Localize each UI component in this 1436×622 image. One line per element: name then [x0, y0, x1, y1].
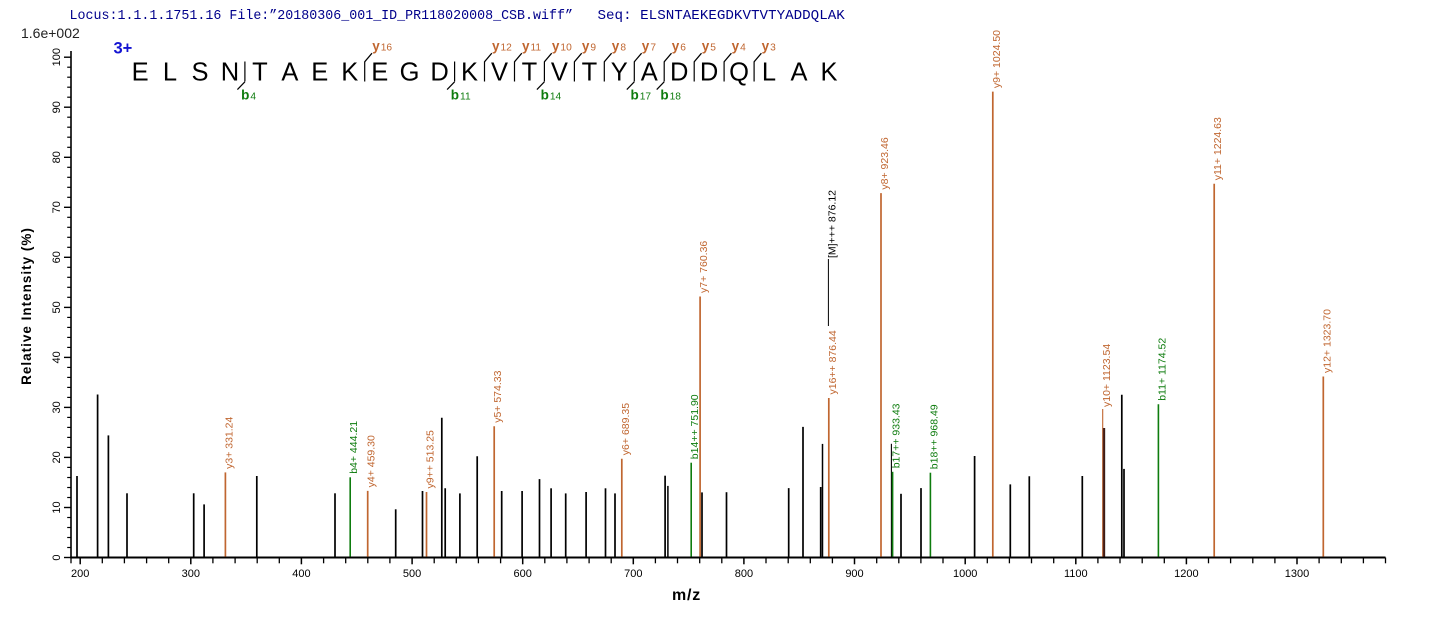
svg-text:A: A: [641, 59, 658, 87]
svg-text:100: 100: [51, 48, 63, 66]
svg-text:0: 0: [51, 554, 63, 560]
svg-text:N: N: [221, 59, 239, 87]
svg-text:T: T: [582, 59, 598, 87]
svg-text:1000: 1000: [953, 568, 977, 580]
svg-text:b17: b17: [631, 87, 652, 102]
svg-text:y3: y3: [762, 39, 777, 54]
svg-text:b18++ 968.49: b18++ 968.49: [928, 404, 940, 469]
svg-text:E: E: [132, 59, 149, 87]
svg-text:b14: b14: [541, 87, 562, 102]
svg-text:y12: y12: [492, 39, 512, 54]
svg-text:y11+ 1224.63: y11+ 1224.63: [1212, 117, 1224, 180]
svg-text:20: 20: [51, 451, 63, 463]
svg-text:600: 600: [514, 568, 532, 580]
svg-text:60: 60: [51, 251, 63, 263]
svg-text:70: 70: [51, 201, 63, 213]
svg-text:y11: y11: [522, 39, 541, 54]
svg-text:b4: b4: [241, 87, 256, 102]
svg-text:y6+ 689.35: y6+ 689.35: [620, 403, 632, 455]
svg-text:300: 300: [182, 568, 200, 580]
svg-text:Q: Q: [729, 59, 749, 87]
svg-text:30: 30: [51, 401, 63, 413]
svg-text:y9+ 1024.50: y9+ 1024.50: [991, 30, 1003, 88]
svg-text:G: G: [400, 59, 420, 87]
svg-text:y6: y6: [672, 39, 687, 54]
svg-text:3+: 3+: [114, 40, 133, 58]
svg-text:b17++ 933.43: b17++ 933.43: [891, 403, 903, 468]
svg-text:b11+ 1174.52: b11+ 1174.52: [1156, 338, 1168, 401]
svg-text:y10: y10: [552, 39, 572, 54]
svg-text:900: 900: [845, 568, 863, 580]
svg-text:m/z: m/z: [672, 587, 701, 604]
svg-text:D: D: [430, 59, 448, 87]
svg-text:y4: y4: [732, 39, 747, 54]
svg-text:y3+ 331.24: y3+ 331.24: [223, 416, 235, 468]
svg-text:700: 700: [624, 568, 642, 580]
svg-text:T: T: [252, 59, 268, 87]
svg-text:S: S: [191, 59, 208, 87]
svg-text:y10+ 1123.54: y10+ 1123.54: [1101, 344, 1113, 407]
svg-text:1.6e+002: 1.6e+002: [21, 25, 80, 41]
svg-text:b11: b11: [451, 87, 471, 102]
svg-text:40: 40: [51, 351, 63, 363]
svg-text:y16++ 876.44: y16++ 876.44: [827, 330, 839, 394]
svg-text:500: 500: [403, 568, 421, 580]
svg-text:y9: y9: [582, 39, 597, 54]
svg-text:200: 200: [71, 568, 89, 580]
svg-text:y4+ 459.30: y4+ 459.30: [366, 435, 378, 487]
svg-text:y8+ 923.46: y8+ 923.46: [879, 137, 891, 189]
svg-text:[M]+++ 876.12: [M]+++ 876.12: [826, 190, 838, 258]
svg-text:1300: 1300: [1285, 568, 1309, 580]
svg-text:K: K: [341, 59, 358, 87]
svg-text:90: 90: [51, 101, 63, 113]
svg-text:400: 400: [292, 568, 310, 580]
svg-text:y7: y7: [642, 39, 657, 54]
svg-text:b14++ 751.90: b14++ 751.90: [689, 394, 701, 459]
svg-text:V: V: [551, 59, 568, 87]
svg-text:A: A: [281, 59, 298, 87]
svg-text:y7+ 760.36: y7+ 760.36: [698, 241, 710, 293]
svg-text:L: L: [762, 59, 776, 87]
svg-text:10: 10: [51, 501, 63, 513]
svg-text:E: E: [371, 59, 388, 87]
svg-text:b4+ 444.21: b4+ 444.21: [348, 421, 360, 474]
svg-text:1100: 1100: [1064, 568, 1088, 580]
svg-text:800: 800: [735, 568, 753, 580]
svg-text:80: 80: [51, 151, 63, 163]
svg-text:1200: 1200: [1174, 568, 1198, 580]
svg-text:y5: y5: [702, 39, 717, 54]
svg-text:y8: y8: [612, 39, 627, 54]
svg-text:L: L: [163, 59, 177, 87]
svg-text:Relative Intensity (%): Relative Intensity (%): [19, 227, 34, 385]
svg-text:D: D: [670, 59, 688, 87]
svg-text:y16: y16: [372, 39, 392, 54]
svg-text:K: K: [461, 59, 478, 87]
svg-text:K: K: [820, 59, 837, 87]
svg-text:y12+ 1323.70: y12+ 1323.70: [1321, 309, 1333, 373]
svg-text:Locus:1.1.1.1751.16 File:”2018: Locus:1.1.1.1751.16 File:”20180306_001_I…: [70, 9, 574, 24]
svg-text:y9++ 513.25: y9++ 513.25: [425, 430, 437, 489]
svg-text:Y: Y: [611, 59, 628, 87]
svg-text:Seq: ELSNTAEKEGDKVTVTYADDQLAK: Seq: ELSNTAEKEGDKVTVTYADDQLAK: [598, 9, 846, 24]
svg-text:E: E: [311, 59, 328, 87]
svg-text:b18: b18: [660, 87, 681, 102]
svg-text:y5+ 574.33: y5+ 574.33: [492, 370, 504, 422]
svg-text:D: D: [700, 59, 718, 87]
svg-text:T: T: [522, 59, 538, 87]
svg-text:V: V: [491, 59, 508, 87]
svg-text:A: A: [790, 59, 807, 87]
svg-text:50: 50: [51, 301, 63, 313]
